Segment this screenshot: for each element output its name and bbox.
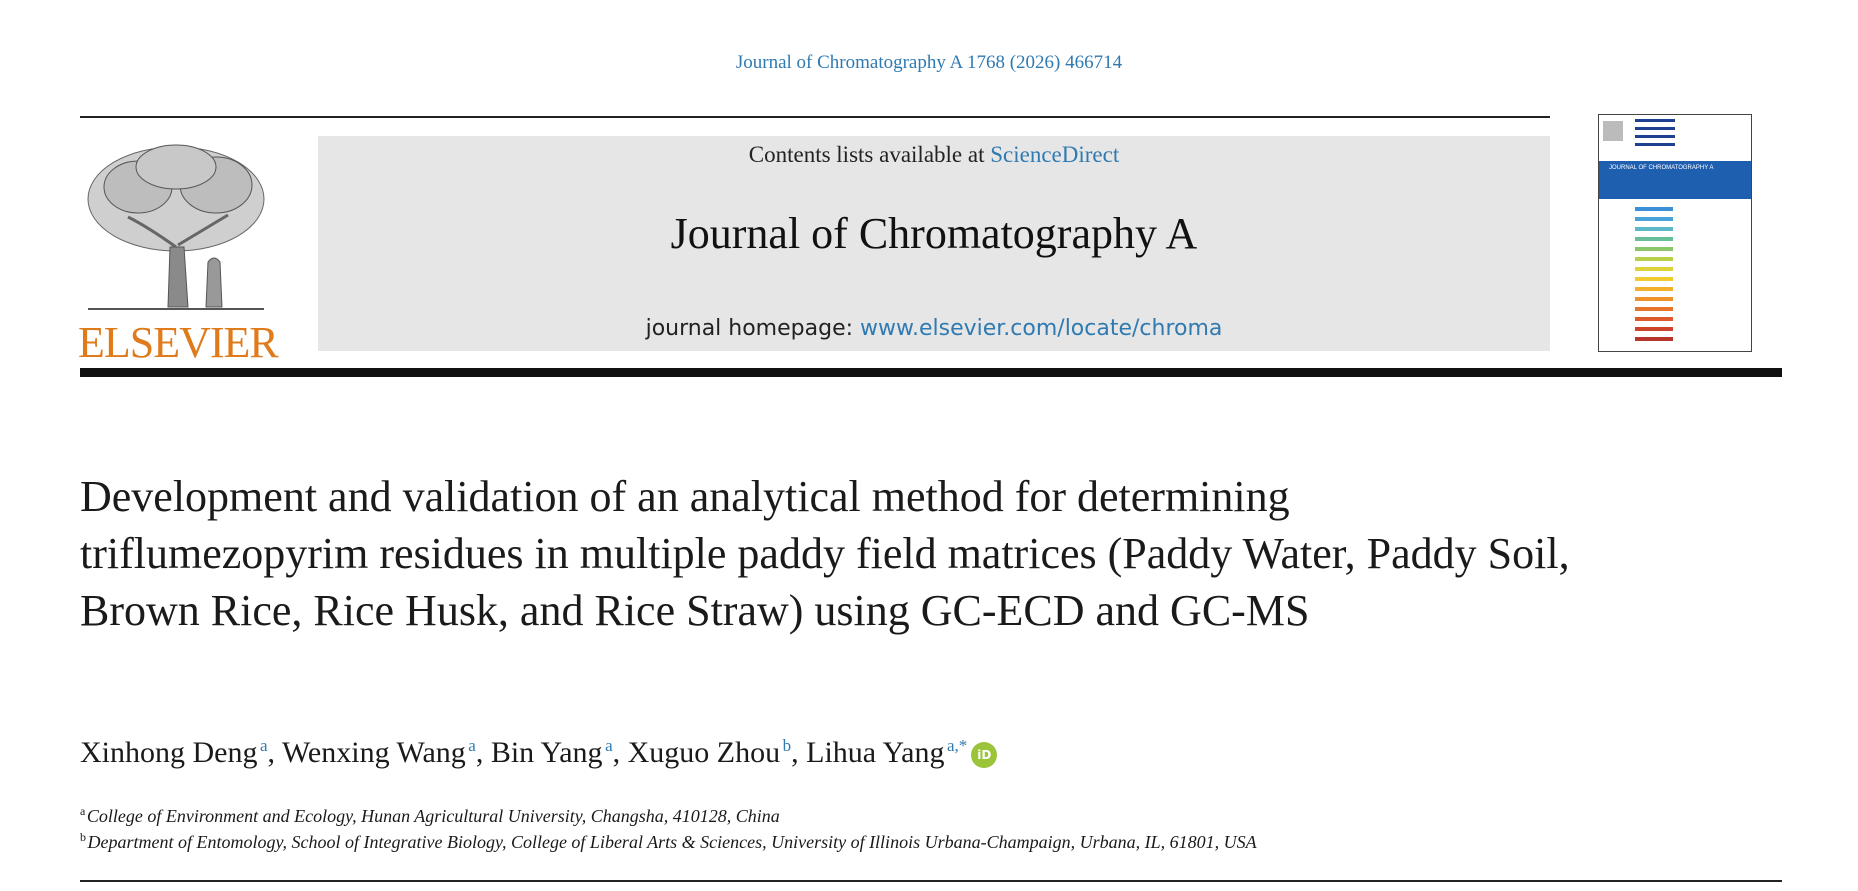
- affiliation-a: a College of Environment and Ecology, Hu…: [80, 804, 780, 827]
- author-name[interactable]: Xinhong Deng: [80, 736, 258, 769]
- homepage-link[interactable]: www.elsevier.com/locate/chroma: [860, 316, 1223, 341]
- citation-header: Journal of Chromatography A 1768 (2026) …: [735, 52, 1123, 73]
- top-divider: [80, 116, 1550, 118]
- sciencedirect-link[interactable]: ScienceDirect: [990, 142, 1120, 167]
- cover-stripe: [1635, 277, 1673, 281]
- journal-title: Journal of Chromatography A: [670, 209, 1198, 258]
- cover-stripe: [1635, 237, 1673, 241]
- author-affiliation-marker[interactable]: a: [605, 736, 613, 755]
- contents-prefix: Contents lists available at: [748, 142, 991, 167]
- affiliation-label: b: [80, 830, 86, 844]
- journal-cover-thumbnail[interactable]: JOURNAL OF CHROMATOGRAPHY A: [1598, 114, 1752, 352]
- header-divider: [80, 368, 1782, 377]
- cover-stripe: [1635, 119, 1675, 122]
- cover-logo-icon: [1603, 121, 1623, 141]
- cover-stripe: [1635, 127, 1675, 130]
- cover-stripe: [1635, 337, 1673, 341]
- cover-stripe: [1635, 143, 1675, 146]
- cover-stripe: [1635, 257, 1673, 261]
- elsevier-logo: ELSEVIER: [78, 137, 279, 367]
- bottom-divider: [80, 880, 1782, 882]
- cover-stripe: [1635, 287, 1673, 291]
- author-name[interactable]: Wenxing Wang: [282, 736, 466, 769]
- affiliation-b: b Department of Entomology, School of In…: [80, 830, 1257, 853]
- homepage-prefix: journal homepage:: [645, 316, 861, 341]
- author-affiliation-marker[interactable]: a,*: [946, 736, 968, 755]
- author-list: Xinhong Deng a, Wenxing Wang a, Bin Yang…: [80, 736, 998, 770]
- cover-title: JOURNAL OF CHROMATOGRAPHY A: [1609, 165, 1714, 171]
- homepage-line: journal homepage: www.elsevier.com/locat…: [318, 316, 1550, 341]
- cover-stripe: [1635, 317, 1673, 321]
- elsevier-wordmark: ELSEVIER: [78, 318, 279, 367]
- cover-stripe: [1635, 247, 1673, 251]
- cover-title-band: JOURNAL OF CHROMATOGRAPHY A: [1599, 161, 1751, 199]
- author-affiliation-marker[interactable]: a: [260, 736, 268, 755]
- orcid-icon[interactable]: iD: [971, 742, 998, 769]
- cover-stripe: [1635, 327, 1673, 331]
- cover-stripe: [1635, 207, 1673, 211]
- affiliation-label: a: [80, 804, 86, 818]
- tree-icon: [87, 144, 265, 310]
- contents-line: Contents lists available at ScienceDirec…: [318, 142, 1550, 168]
- cover-stripe: [1635, 217, 1673, 221]
- author-name[interactable]: Lihua Yang: [806, 736, 945, 769]
- affiliation-text: College of Environment and Ecology, Huna…: [86, 806, 780, 826]
- author-affiliation-marker[interactable]: a: [468, 736, 476, 755]
- author-name[interactable]: Xuguo Zhou: [627, 736, 781, 769]
- cover-stripe: [1635, 135, 1675, 138]
- author-name[interactable]: Bin Yang: [490, 736, 603, 769]
- author-affiliation-marker[interactable]: b: [782, 736, 792, 755]
- journal-masthead: Contents lists available at ScienceDirec…: [318, 136, 1550, 351]
- article-title: Development and validation of an analyti…: [80, 472, 1570, 635]
- cover-stripe: [1635, 307, 1673, 311]
- cover-stripe: [1635, 267, 1673, 271]
- cover-stripe: [1635, 227, 1673, 231]
- cover-header: [1599, 115, 1751, 161]
- affiliation-text: Department of Entomology, School of Inte…: [87, 832, 1257, 852]
- cover-stripe: [1635, 297, 1673, 301]
